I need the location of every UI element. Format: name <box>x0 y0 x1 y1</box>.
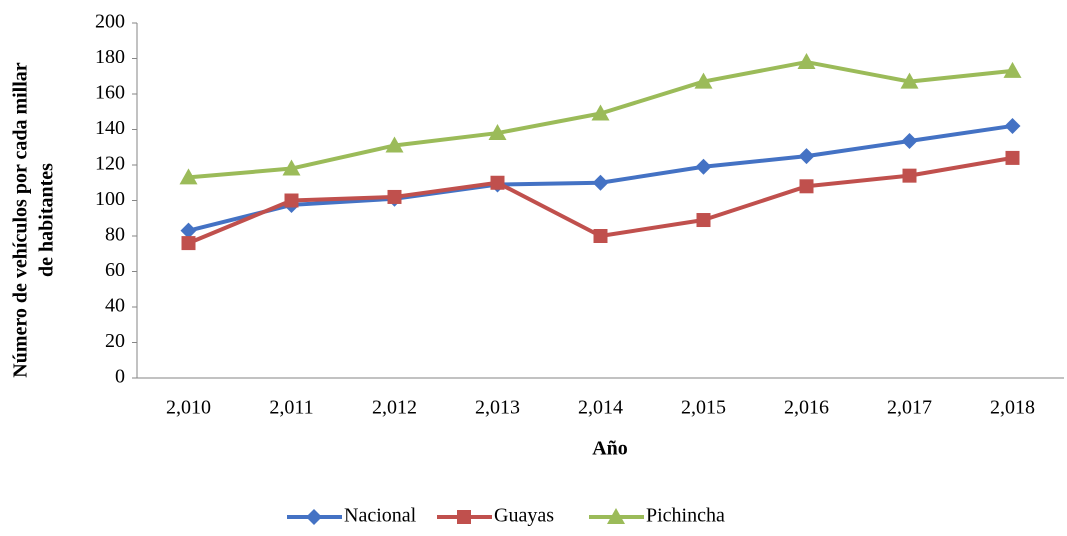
data-point <box>591 104 610 121</box>
x-tick-label: 2,016 <box>784 397 829 419</box>
legend-label: Nacional <box>344 505 417 527</box>
x-tick-label: 2,015 <box>681 397 726 419</box>
x-axis-title: Año <box>592 438 628 460</box>
y-tick-label: 40 <box>105 295 125 317</box>
data-point <box>592 174 609 191</box>
data-point <box>385 136 404 153</box>
x-tick-label: 2,012 <box>372 397 417 419</box>
data-point <box>799 179 814 194</box>
data-point <box>180 222 197 239</box>
y-tick-label: 140 <box>95 117 125 139</box>
y-axis-title: Número de vehículos por cada millar de h… <box>10 62 58 377</box>
y-tick-label: 120 <box>95 153 125 175</box>
legend-marker <box>457 510 471 524</box>
data-point <box>490 175 505 190</box>
y-tick-label: 100 <box>95 188 125 210</box>
y-tick-label: 0 <box>115 366 125 388</box>
legend-item: Nacional <box>287 505 417 527</box>
data-point <box>797 53 816 70</box>
legend-item: Guayas <box>437 505 554 527</box>
data-point <box>694 72 713 89</box>
data-point <box>387 189 402 204</box>
x-tick-label: 2,018 <box>990 397 1035 419</box>
y-tick-label: 180 <box>95 46 125 68</box>
y-tick-label: 20 <box>105 330 125 352</box>
x-tick-label: 2,010 <box>166 397 211 419</box>
data-point <box>593 229 608 243</box>
data-point <box>798 148 815 165</box>
x-tick-label: 2,014 <box>578 397 623 419</box>
data-point <box>902 168 917 183</box>
data-point <box>488 124 507 141</box>
data-point <box>900 72 919 89</box>
y-axis-title-line: de habitantes <box>36 163 58 277</box>
legend-marker <box>607 508 625 524</box>
data-point <box>696 213 711 228</box>
legend-label: Guayas <box>494 505 554 527</box>
data-point <box>1003 61 1022 78</box>
x-tick-label: 2,013 <box>475 397 520 419</box>
y-tick-label: 80 <box>105 224 125 246</box>
data-point <box>1005 150 1020 165</box>
y-axis-title-line: Número de vehículos por cada millar <box>10 62 32 377</box>
x-tick-label: 2,011 <box>269 397 313 419</box>
data-point <box>901 133 918 150</box>
y-tick-label: 160 <box>95 82 125 104</box>
legend-marker <box>306 509 322 525</box>
legend-label: Pichincha <box>646 505 725 527</box>
data-point <box>282 159 301 176</box>
x-tick-label: 2,017 <box>887 397 932 419</box>
data-point <box>181 236 196 251</box>
data-point <box>179 168 198 185</box>
data-point <box>695 158 712 175</box>
data-point <box>1004 117 1021 134</box>
y-tick-label: 60 <box>105 259 125 281</box>
y-tick-label: 200 <box>95 11 125 33</box>
data-point <box>284 193 299 208</box>
